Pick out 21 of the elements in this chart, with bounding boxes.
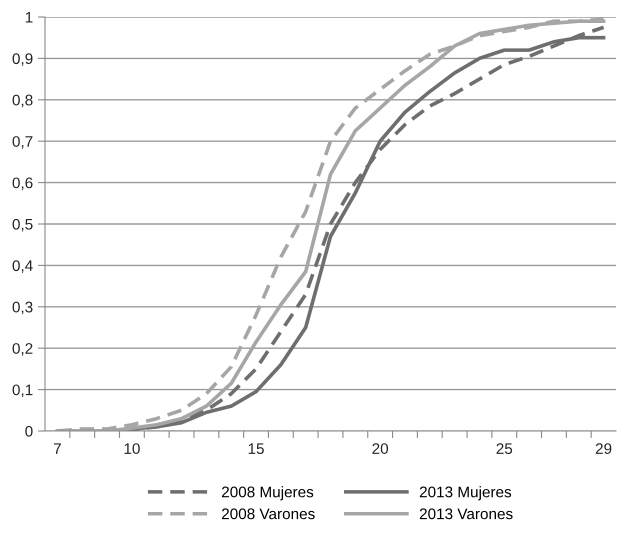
legend-label: 2008 Varones xyxy=(222,508,315,520)
x-tick-label: 29 xyxy=(596,443,612,454)
y-tick-label: 0,6 xyxy=(12,177,33,190)
y-tick-label: 0,5 xyxy=(12,218,33,232)
y-tick-label: 0,7 xyxy=(12,136,32,149)
x-tick-label: 25 xyxy=(496,443,512,454)
y-tick-label: 0,3 xyxy=(12,302,33,314)
y-tick-label: 0,8 xyxy=(12,94,33,108)
legend-label: 2008 Mujeres xyxy=(222,486,314,500)
y-tick-label: 0,4 xyxy=(12,260,33,273)
legend-label: 2013 Mujeres xyxy=(420,486,512,500)
legend-label: 2013 Varones xyxy=(420,508,513,520)
x-tick-label: 10 xyxy=(124,443,140,454)
x-tick-label: 15 xyxy=(248,443,264,454)
y-tick-label: 0 xyxy=(25,426,33,437)
y-tick-label: 1 xyxy=(26,12,32,23)
y-tick-label: 0,1 xyxy=(12,384,32,398)
y-tick-label: 0,9 xyxy=(12,53,32,66)
x-tick-label: 20 xyxy=(372,443,388,454)
y-tick-label: 0,2 xyxy=(12,343,32,356)
x-tick-label: 7 xyxy=(54,443,61,454)
